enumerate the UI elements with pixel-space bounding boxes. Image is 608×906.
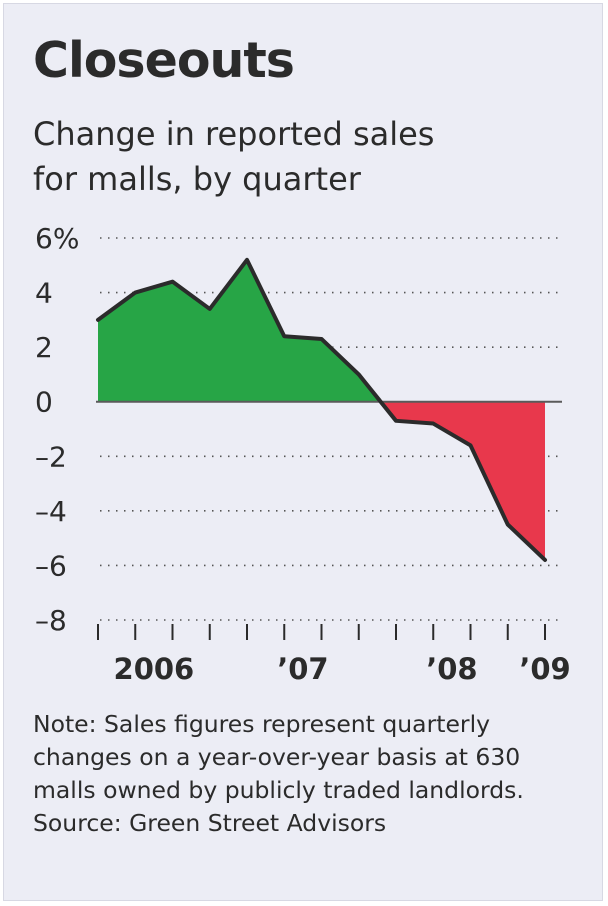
y-tick-label: –8 <box>35 604 67 637</box>
x-tick-label: 2006 <box>114 652 195 686</box>
y-tick-label: –6 <box>35 549 67 582</box>
y-tick-label: 2 <box>35 331 53 364</box>
y-tick-label: –2 <box>35 440 67 473</box>
y-tick-label: 6% <box>35 222 79 255</box>
x-tick-label: ’09 <box>519 652 570 686</box>
subtitle-line-2: for malls, by quarter <box>33 160 361 198</box>
x-tick-label: ’08 <box>426 652 477 686</box>
chart-title: Closeouts <box>33 32 295 89</box>
note-line-1: Note: Sales figures represent quarterly <box>33 710 491 738</box>
note-line-2: changes on a year-over-year basis at 630 <box>33 743 521 771</box>
note-line-3: malls owned by publicly traded landlords… <box>33 776 524 804</box>
y-tick-label: 4 <box>35 277 53 310</box>
subtitle-line-1: Change in reported sales <box>33 115 435 153</box>
chart-subtitle: Change in reported sales for malls, by q… <box>33 112 434 202</box>
chart-note: Note: Sales figures represent quarterly … <box>33 708 573 840</box>
y-tick-label: –4 <box>35 495 67 528</box>
chart-source: Source: Green Street Advisors <box>33 809 387 837</box>
y-tick-label: 0 <box>35 386 53 419</box>
positive-area <box>98 259 381 402</box>
x-tick-label: ’07 <box>277 652 328 686</box>
negative-area <box>380 401 545 560</box>
